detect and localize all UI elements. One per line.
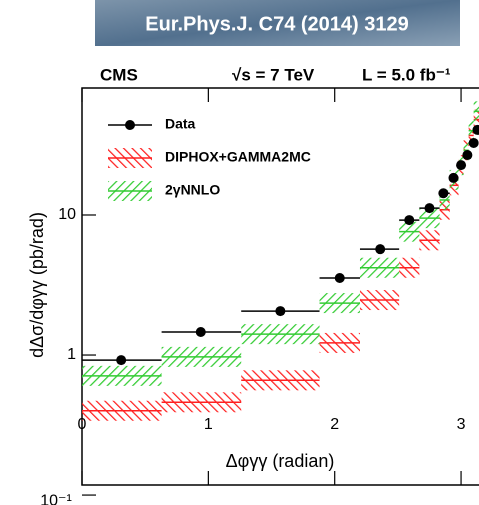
data-point bbox=[456, 160, 467, 171]
y-tick-label: 10⁻¹ bbox=[40, 492, 72, 505]
legend-label: 2γNNLO bbox=[165, 182, 220, 198]
legend-marker bbox=[125, 120, 135, 130]
y-tick-label: 1 bbox=[67, 346, 76, 363]
experiment: CMS bbox=[100, 65, 138, 84]
y-axis-label: dΔσ/dφγγ (pb/rad) bbox=[27, 212, 47, 358]
legend-label: DIPHOX+GAMMA2MC bbox=[165, 149, 311, 165]
data-point bbox=[116, 355, 127, 366]
luminosity: L = 5.0 fb⁻¹ bbox=[362, 65, 451, 84]
data-point bbox=[375, 244, 386, 255]
y-tick-label: 10 bbox=[58, 206, 76, 223]
banner-bg bbox=[95, 0, 460, 46]
data-point bbox=[462, 150, 473, 161]
data-point bbox=[438, 188, 449, 199]
x-tick-label: 2 bbox=[330, 416, 339, 433]
x-axis-label: Δφγγ (radian) bbox=[226, 451, 335, 471]
x-tick-label: 1 bbox=[204, 416, 213, 433]
data-point bbox=[448, 172, 459, 183]
plot-area bbox=[82, 101, 479, 421]
data-point bbox=[404, 215, 415, 226]
data-point bbox=[424, 203, 435, 214]
data-point bbox=[472, 124, 479, 135]
frame bbox=[81, 87, 479, 486]
legend-label: Data bbox=[165, 116, 196, 132]
data-point bbox=[275, 306, 286, 317]
x-tick-label: 0 bbox=[78, 416, 87, 433]
data-point bbox=[195, 327, 206, 338]
data-point bbox=[468, 137, 479, 148]
banner: Eur.Phys.J. C74 (2014) 3129 bbox=[145, 13, 409, 35]
energy: √s = 7 TeV bbox=[232, 65, 315, 84]
x-tick-label: 3 bbox=[457, 416, 466, 433]
data-point bbox=[334, 272, 345, 283]
